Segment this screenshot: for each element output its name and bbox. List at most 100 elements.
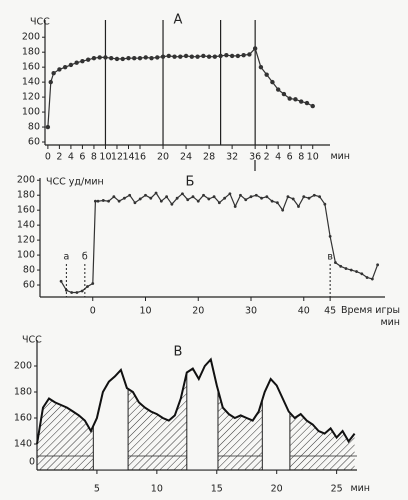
rest-period [186,358,219,471]
hr-point [132,55,137,61]
hr-point [191,195,195,199]
y-tick-label: 60 [23,280,35,291]
hr-point [195,54,200,59]
hr-point [235,53,241,59]
hr-point [370,277,374,281]
hr-point [365,276,369,279]
hr-point [75,291,79,294]
hr-point [212,195,216,199]
hr-point [86,285,89,288]
hr-point [101,199,105,202]
x-tick-label: 4 [275,152,281,163]
x-tick-label: 28 [203,152,215,163]
hr-point [223,196,227,200]
x-tick-label: 20 [271,484,283,495]
hr-point [287,96,292,101]
y-tick-label: 140 [17,220,35,231]
x-tick-label: 8 [91,152,97,163]
hr-point [229,53,235,59]
hr-point [160,54,166,59]
hr-point [239,193,242,197]
hr-point [339,264,343,268]
y-tick-label: 100 [17,250,35,261]
hr-point [307,196,311,200]
hr-point [212,54,218,59]
y-tick-label: 100 [22,107,40,118]
hr-point [68,62,74,68]
y-tick-label: 140 [14,439,32,450]
hr-point [323,202,327,206]
x-tick-label: 24 [180,152,192,163]
y-axis-label: ЧСС [30,17,50,28]
hr-line [36,357,356,445]
hr-point [202,193,205,197]
hr-point [133,201,137,205]
hr-point [281,208,285,212]
hr-point [103,55,108,60]
y-tick-label: 140 [22,77,40,88]
hr-point [85,57,91,62]
hr-point [297,205,300,208]
hr-point [244,198,248,202]
hr-point [117,199,121,203]
hr-point [344,267,348,270]
hr-point [80,58,85,64]
annotation: б [82,252,88,263]
hr-point [349,268,353,272]
hr-point [260,196,263,200]
x-tick-label: 45 [324,306,336,317]
hr-point [281,91,287,97]
hr-point [64,288,68,292]
x-tick-label: 8 [298,152,304,163]
x-tick-label: 4 [68,152,74,163]
y-axis-label: ЧСС [22,335,42,346]
hr-point [97,55,102,60]
hr-point [241,52,246,58]
x-tick-label: 15 [211,484,223,495]
x-tick-label: 2 [56,152,62,163]
rest-period [261,378,291,471]
x-tick-label: 12 [111,152,123,163]
hr-point [304,100,310,106]
hr-point [310,103,315,109]
x-tick-label: 25 [331,484,343,495]
hr-point [318,195,321,199]
hr-point [137,55,143,61]
hr-point [107,199,110,203]
hr-point [166,53,171,59]
hr-point [143,55,148,60]
hr-point [201,53,206,59]
hr-point [181,192,184,196]
hr-point [275,87,281,92]
hr-point [328,234,332,238]
x-axis-label: мин [330,151,350,162]
x-tick-label: 2 [264,152,270,163]
hr-point [206,54,212,59]
annotation: в [327,252,333,263]
y-tick-label: 80 [23,265,35,276]
hr-point [196,199,200,203]
hr-point [59,279,63,283]
hr-point [291,197,295,201]
x-tick-label: 30 [245,306,257,317]
x-tick-label: 20 [192,306,204,317]
hr-point [138,197,142,201]
y-tick-label: 180 [17,190,35,201]
hr-point [93,199,97,203]
x-tick-label: 5 [94,484,100,495]
hr-point [258,64,264,70]
hr-point [155,55,160,60]
y-tick-label: 200 [22,32,40,43]
hr-point [217,201,221,205]
hr-point [360,272,364,276]
hr-point [154,191,158,195]
chart-title: А [174,13,183,28]
x-tick-label: 40 [298,306,310,317]
hr-point [299,99,304,104]
y-tick-label: 180 [22,47,40,58]
x-axis-label: Время игры мин [341,305,400,328]
hr-point [270,79,275,85]
hr-point [109,55,114,61]
hr-point [228,192,232,196]
hr-point [175,196,179,200]
